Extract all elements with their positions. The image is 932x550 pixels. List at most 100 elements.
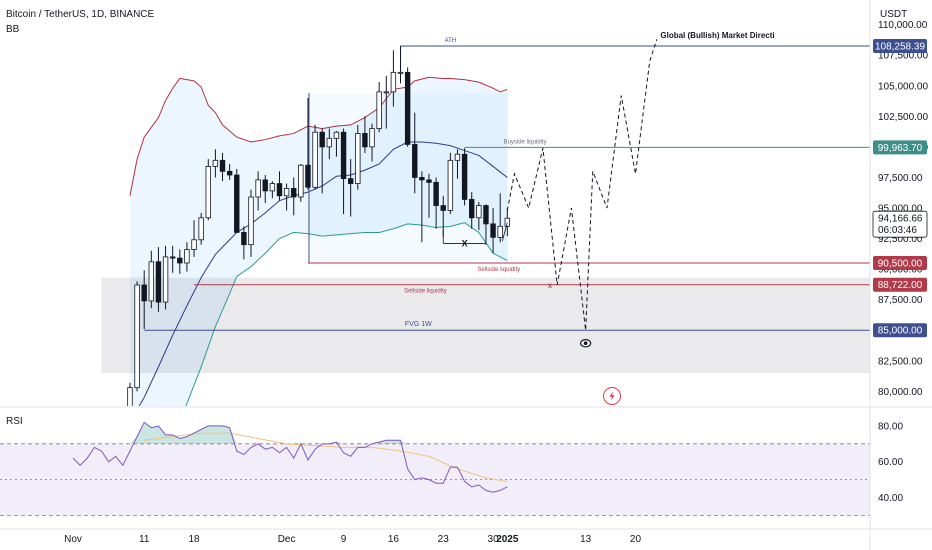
indicator-label[interactable]: BB bbox=[6, 24, 20, 35]
candle bbox=[241, 232, 247, 246]
level-price-tag-text: 85,000.00 bbox=[878, 326, 923, 337]
candle bbox=[419, 177, 425, 181]
candle bbox=[404, 71, 411, 145]
time-tick-label: 13 bbox=[580, 534, 592, 545]
candle bbox=[155, 261, 162, 303]
price-tick-label: 95,000.00 bbox=[878, 204, 923, 215]
candle bbox=[212, 159, 219, 167]
candle bbox=[461, 153, 468, 200]
time-tick-label: Dec bbox=[278, 534, 296, 545]
candle bbox=[198, 217, 204, 241]
candle bbox=[255, 179, 261, 198]
price-tick-label: 80,000.00 bbox=[878, 387, 923, 398]
candle bbox=[447, 159, 454, 211]
candle bbox=[134, 284, 140, 389]
rsi-overbought-fill bbox=[73, 422, 508, 444]
price-tick-label: 107,500.00 bbox=[878, 51, 928, 62]
market-direction-note: Global (Bullish) Market Directi bbox=[660, 31, 774, 40]
candle bbox=[262, 179, 268, 192]
chart-title: Bitcoin / TetherUS, 1D, BINANCE bbox=[6, 9, 155, 20]
countdown-text: 06:03:46 bbox=[878, 225, 917, 236]
time-tick-label: 30 bbox=[488, 534, 500, 545]
candle bbox=[340, 131, 347, 180]
rsi-pane bbox=[0, 421, 870, 516]
candle bbox=[162, 256, 169, 303]
price-tick-label: 90,000.00 bbox=[878, 265, 923, 276]
candle bbox=[483, 205, 489, 225]
rsi-tick-label: 60.00 bbox=[878, 457, 903, 468]
price-tick-label: 92,500.00 bbox=[878, 234, 923, 245]
candle bbox=[326, 137, 333, 148]
rsi-line bbox=[72, 421, 508, 493]
current-price-text: 94,166.66 bbox=[878, 214, 923, 225]
candle bbox=[319, 131, 325, 148]
candle bbox=[390, 71, 397, 93]
ath-note: ATH bbox=[445, 38, 457, 44]
price-pane: ATH Global (Bullish) Market Directi Buysid… bbox=[101, 31, 870, 406]
candle bbox=[440, 205, 446, 211]
candle bbox=[184, 249, 190, 264]
rsi-label[interactable]: RSI bbox=[6, 416, 23, 427]
candle bbox=[454, 153, 461, 161]
x-mark-0: X bbox=[462, 238, 468, 248]
buyside-note: Buyside liquidity bbox=[504, 139, 547, 145]
level-price-tag bbox=[873, 277, 927, 292]
projection-arrow bbox=[501, 222, 508, 242]
candle bbox=[433, 181, 439, 206]
candle bbox=[283, 188, 290, 197]
time-tick-label: 2025 bbox=[496, 534, 519, 545]
level-price-tag-text: 90,500.00 bbox=[878, 259, 923, 270]
price-tick-label: 102,500.00 bbox=[878, 112, 928, 123]
candle bbox=[127, 387, 133, 406]
level-price-tag bbox=[873, 38, 927, 53]
time-tick-label: 18 bbox=[188, 534, 200, 545]
candle bbox=[219, 159, 226, 172]
candle bbox=[291, 188, 297, 198]
level-price-tag bbox=[873, 323, 927, 338]
candle bbox=[205, 166, 211, 219]
current-price-tag bbox=[872, 210, 928, 238]
price-tick-label: 110,000.00 bbox=[878, 20, 928, 31]
candle bbox=[497, 225, 503, 238]
price-tick-label: 105,000.00 bbox=[878, 81, 928, 92]
currency-label[interactable]: USDT bbox=[880, 9, 908, 20]
time-tick-label: 11 bbox=[139, 534, 150, 545]
rsi-tick-label: 80.00 bbox=[878, 421, 903, 432]
candle bbox=[177, 257, 183, 264]
candle bbox=[269, 183, 276, 192]
candle bbox=[362, 133, 368, 148]
bollinger-upper bbox=[129, 76, 508, 196]
price-tick-label: 82,500.00 bbox=[878, 356, 923, 367]
candle bbox=[490, 223, 496, 238]
candle bbox=[305, 164, 311, 188]
candle bbox=[191, 239, 197, 250]
candle bbox=[298, 164, 304, 198]
time-tick-label: 23 bbox=[438, 534, 450, 545]
fvg-note: FVG 1W bbox=[405, 321, 432, 328]
candle bbox=[333, 131, 340, 139]
time-tick-label: 16 bbox=[388, 534, 400, 545]
candle bbox=[412, 144, 418, 178]
candle bbox=[426, 179, 432, 183]
candle bbox=[141, 284, 147, 302]
eye-pupil bbox=[583, 341, 588, 346]
candle bbox=[226, 170, 233, 176]
candle bbox=[369, 128, 375, 148]
level-price-tag-text: 99,963.70 bbox=[878, 143, 923, 154]
sellside-note-2: Sellside liquidity bbox=[404, 289, 447, 295]
level-price-tag-text: 108,258.39 bbox=[875, 41, 925, 52]
candle bbox=[248, 196, 254, 246]
candle bbox=[169, 256, 176, 259]
level-price-tag bbox=[873, 256, 927, 270]
candle bbox=[312, 131, 318, 188]
candle bbox=[148, 261, 155, 302]
candle bbox=[397, 71, 404, 74]
candle bbox=[376, 91, 382, 129]
level-price-tag-text: 88,722.00 bbox=[878, 280, 923, 291]
price-tick-label: 97,500.00 bbox=[878, 173, 923, 184]
candle bbox=[234, 174, 240, 233]
candle bbox=[476, 205, 482, 219]
candle bbox=[504, 217, 511, 227]
candle bbox=[347, 178, 354, 184]
